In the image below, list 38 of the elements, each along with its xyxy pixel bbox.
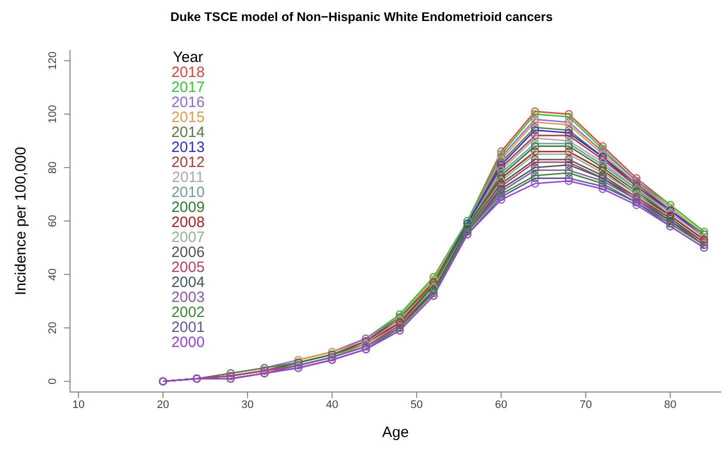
text: 2014 <box>170 124 206 141</box>
text: 2009 <box>170 199 206 216</box>
x-tick-label: 40 <box>326 398 338 411</box>
text: 2018 <box>170 64 206 81</box>
text: 2002 <box>170 304 206 321</box>
text: 2006 <box>170 244 206 261</box>
text: 2011 <box>170 169 206 186</box>
x-tick-label: 70 <box>580 398 592 411</box>
text: 2004 <box>170 274 206 291</box>
series-label: 2000 <box>170 334 206 351</box>
x-tick-label: 20 <box>156 398 170 411</box>
legend-title: Year <box>172 49 204 66</box>
x-tick-label: 10 <box>72 398 85 411</box>
text: 2015 <box>170 109 206 126</box>
text: 2013 <box>170 139 206 156</box>
x-axis-title: Age <box>382 424 409 441</box>
text: 2005 <box>170 259 206 276</box>
y-tick-label: 0 <box>47 378 59 384</box>
y-tick-label: 60 <box>47 214 59 228</box>
y-tick-label: 80 <box>47 161 59 174</box>
text: 2001 <box>170 319 206 336</box>
text: 2012 <box>170 154 206 171</box>
text: 2010 <box>170 184 206 201</box>
y-tick-label: 100 <box>47 104 59 124</box>
text: 2007 <box>170 229 206 246</box>
text: 2017 <box>170 79 206 96</box>
y-tick-label: 20 <box>47 322 59 334</box>
text: 2008 <box>170 214 206 231</box>
text: 2016 <box>170 94 206 111</box>
x-tick-label: 30 <box>241 398 254 411</box>
chart-title: Duke TSCE model of Non−Hispanic White Endometrioid cancers <box>169 10 554 24</box>
y-axis-title: Incidence per 100,000 <box>12 146 30 296</box>
y-tick-label: 120 <box>47 52 59 70</box>
text: 2003 <box>170 289 206 306</box>
x-tick-label: 60 <box>495 398 508 411</box>
y-tick-label: 40 <box>47 268 59 281</box>
x-tick-label: 50 <box>410 398 423 411</box>
x-tick-label: 80 <box>664 398 676 411</box>
